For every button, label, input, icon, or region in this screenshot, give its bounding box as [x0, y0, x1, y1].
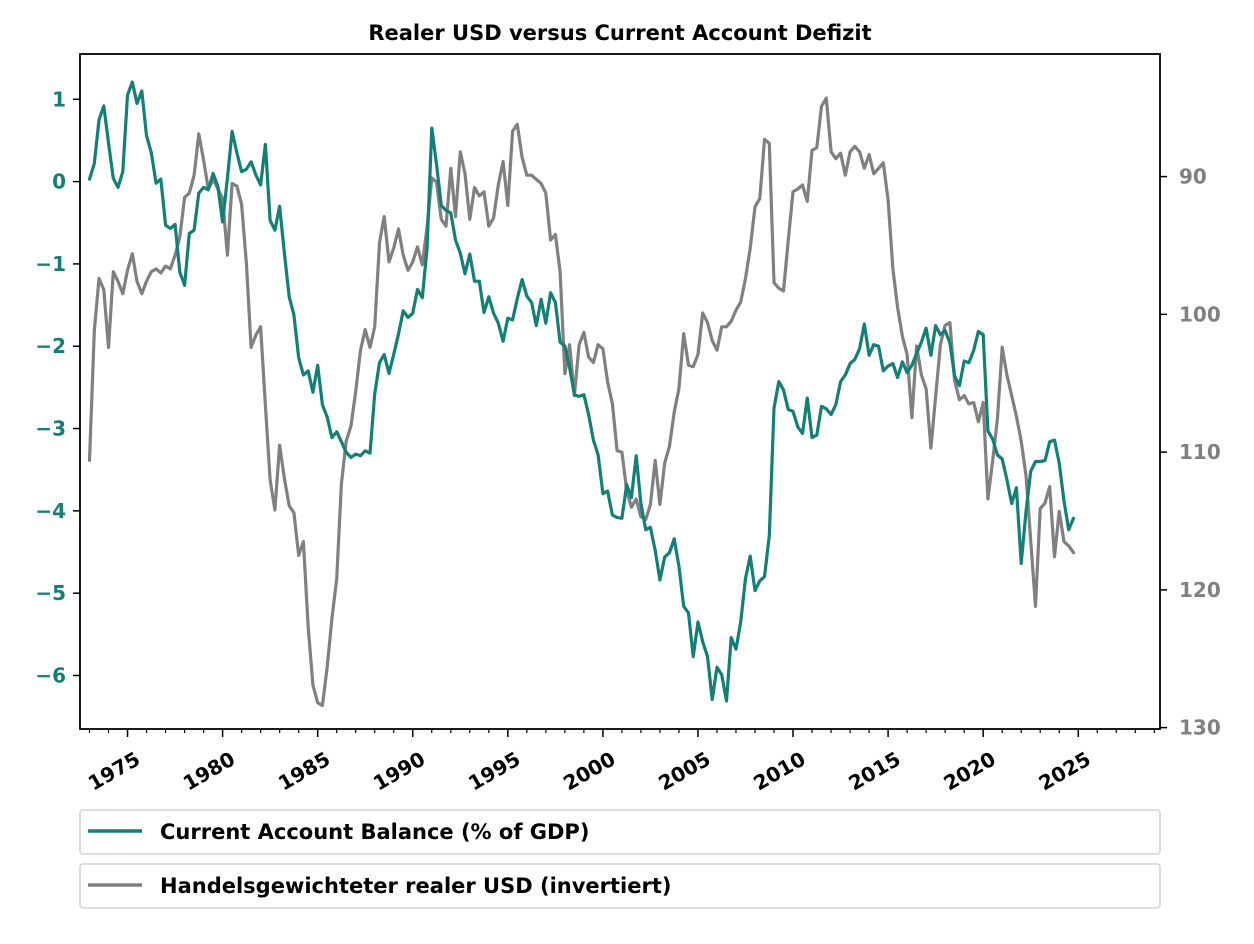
x-tick-label: 1980 — [179, 747, 239, 796]
legend-item-usd: Handelsgewichteter realer USD (invertier… — [79, 863, 1161, 909]
x-tick-label: 2025 — [1035, 747, 1095, 796]
y-tick-label: 1 — [52, 87, 66, 111]
axes: 1 0 −1 −2 −3 −4 −5 −6 90 100 110 120 130 1975 1980 1985… — [35, 53, 1221, 796]
legend-item-current-account: Current Account Balance (% of GDP) — [79, 809, 1161, 855]
x-tick-label: 2000 — [559, 747, 619, 796]
y-tick-label: −3 — [35, 417, 66, 441]
x-tick-label: 2010 — [749, 747, 809, 796]
x-tick-label: 2015 — [844, 747, 904, 796]
x-tick-label: 2005 — [654, 747, 714, 796]
x-tick-label: 1990 — [369, 747, 429, 796]
y2-tick-label: 130 — [1179, 716, 1221, 740]
legend-label-usd: Handelsgewichteter realer USD (invertier… — [160, 874, 671, 898]
y2-tick-label: 120 — [1179, 578, 1221, 602]
x-tick-label: 1995 — [464, 747, 524, 796]
y2-tick-label: 100 — [1179, 302, 1221, 326]
y-tick-label: −6 — [35, 663, 66, 687]
legend-label-current-account: Current Account Balance (% of GDP) — [160, 820, 589, 844]
y-tick-label: −1 — [35, 252, 66, 276]
y-tick-label: −4 — [35, 499, 66, 523]
x-tick-label: 2020 — [939, 747, 999, 796]
plot-area — [87, 80, 1076, 708]
series-line-usd — [87, 96, 1076, 708]
x-tick-label: 1975 — [84, 747, 144, 796]
plot-frame — [79, 53, 1161, 730]
y-tick-label: −5 — [35, 581, 66, 605]
series-line-current-account — [87, 80, 1076, 703]
y-tick-label: 0 — [52, 170, 66, 194]
y-tick-label: −2 — [35, 334, 66, 358]
y2-tick-label: 90 — [1179, 165, 1207, 189]
x-tick-label: 1985 — [274, 747, 334, 796]
chart-title: Realer USD versus Current Account Defizi… — [368, 21, 871, 45]
y2-tick-label: 110 — [1179, 440, 1221, 464]
